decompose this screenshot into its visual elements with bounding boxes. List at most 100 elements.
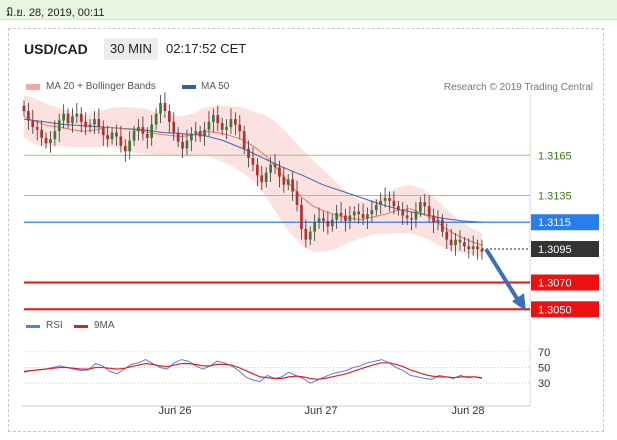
chart-frame <box>8 28 604 432</box>
candle-body-30 <box>154 113 158 125</box>
candle-body-27 <box>141 127 145 134</box>
candle-body-23 <box>123 145 127 152</box>
candle-body-13 <box>79 113 83 122</box>
timeframe-label[interactable]: 30 MIN <box>104 38 158 60</box>
candle-body-16 <box>93 119 96 125</box>
candle-body-90 <box>419 202 422 212</box>
candle-body-84 <box>392 200 396 207</box>
candle-body-57 <box>273 164 277 168</box>
candle-body-91 <box>423 202 427 207</box>
candle-body-12 <box>75 113 79 117</box>
candle-body-3 <box>35 127 39 130</box>
candles-group <box>22 92 484 260</box>
ma50-legend-label: MA 50 <box>201 81 230 92</box>
x-tick-label-0: Jun 26 <box>158 405 191 417</box>
rsi-ma-legend-label: 9MA <box>94 320 115 331</box>
level-label-0: 1.3165 <box>538 150 572 162</box>
candle-body-22 <box>119 136 123 146</box>
candle-body-86 <box>401 210 405 216</box>
candle-body-14 <box>84 121 87 128</box>
candle-body-51 <box>247 148 250 158</box>
candle-body-21 <box>115 132 118 137</box>
rsi-tick-0: 70 <box>538 347 550 359</box>
candle-body-59 <box>282 176 286 185</box>
candle-body-103 <box>476 246 479 250</box>
candle-body-37 <box>185 140 189 149</box>
candle-body-72 <box>339 212 343 216</box>
candle-body-97 <box>449 239 453 246</box>
candle-body-43 <box>212 115 215 122</box>
candle-body-80 <box>374 204 378 211</box>
candle-body-79 <box>370 210 374 215</box>
candle-body-96 <box>445 231 449 240</box>
rsi-legend-swatch <box>26 325 40 328</box>
candle-body-42 <box>207 121 211 130</box>
candle-body-47 <box>229 119 233 128</box>
candle-body-11 <box>71 116 74 124</box>
rsi-tick-1: 50 <box>538 363 550 375</box>
level-label-2: 1.3115 <box>538 217 571 229</box>
rsi-tick-2: 30 <box>538 378 550 390</box>
candle-body-36 <box>181 141 184 149</box>
candle-body-61 <box>291 179 294 192</box>
candle-body-24 <box>128 140 131 152</box>
rsi-ma-legend-swatch <box>74 325 88 328</box>
candle-body-34 <box>172 121 176 133</box>
rsi-legend-label: RSI <box>46 320 63 331</box>
candle-body-8 <box>57 120 61 132</box>
level-tag-4 <box>531 274 599 291</box>
rsi-ma-line <box>23 362 483 380</box>
timestamp-text: มิ.ย. 28, 2019, 00:11 <box>6 7 105 19</box>
candle-body-56 <box>269 164 272 173</box>
candle-body-53 <box>256 164 259 176</box>
candle-body-85 <box>397 206 400 211</box>
ma20-legend-swatch <box>26 84 40 90</box>
candle-body-99 <box>458 239 462 243</box>
candle-body-63 <box>300 204 303 229</box>
candle-body-4 <box>40 129 43 138</box>
candle-body-26 <box>137 127 140 132</box>
bollinger-band <box>24 95 482 258</box>
candle-body-78 <box>366 214 369 219</box>
candle-body-32 <box>163 103 167 111</box>
level-label-1: 1.3135 <box>538 190 572 202</box>
candle-body-2 <box>31 120 35 128</box>
level-tag-2 <box>531 214 599 231</box>
candle-body-1 <box>27 111 30 121</box>
candle-body-5 <box>44 137 48 144</box>
candle-body-73 <box>344 215 347 221</box>
candle-body-52 <box>251 158 255 165</box>
candle-body-77 <box>361 214 365 219</box>
candle-body-104 <box>480 249 484 252</box>
candle-body-35 <box>176 132 180 142</box>
candle-body-87 <box>405 215 409 219</box>
candle-body-50 <box>242 131 246 149</box>
rsi-line <box>23 359 483 384</box>
level-label-3: 1.3095 <box>538 244 572 256</box>
ma50-legend-swatch <box>182 85 196 89</box>
level-tag-5 <box>531 301 599 318</box>
candle-body-89 <box>414 211 418 220</box>
candle-body-6 <box>49 139 52 144</box>
candle-body-15 <box>88 124 92 128</box>
candle-body-60 <box>286 179 290 185</box>
candle-body-20 <box>110 132 114 140</box>
candle-body-101 <box>467 246 471 250</box>
candle-body-100 <box>463 242 466 247</box>
candle-body-71 <box>335 212 338 220</box>
candle-body-18 <box>101 127 105 136</box>
candle-body-48 <box>234 119 237 125</box>
candle-body-66 <box>313 222 316 232</box>
candle-body-0 <box>22 105 26 112</box>
candle-body-19 <box>106 135 109 140</box>
candle-body-94 <box>436 219 440 223</box>
forecast-arrow-head <box>512 293 526 312</box>
candle-body-58 <box>278 167 281 177</box>
candle-body-25 <box>132 131 136 141</box>
ma20-line <box>23 115 483 246</box>
candle-body-28 <box>145 133 149 138</box>
candle-body-45 <box>220 123 224 130</box>
timestamp-bar: มิ.ย. 28, 2019, 00:11 <box>0 0 617 20</box>
time-label: 02:17:52 CET <box>166 41 247 56</box>
candle-body-49 <box>238 124 242 132</box>
